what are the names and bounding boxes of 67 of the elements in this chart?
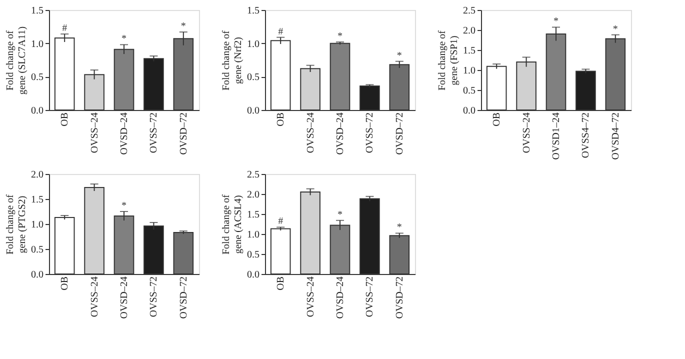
y-tick-label: 1.0 (463, 66, 476, 76)
x-tick-label: OVSD–72 (394, 112, 406, 155)
annotation: * (122, 200, 126, 212)
annotation: * (180, 21, 186, 32)
x-tick-label: OVSS–72 (364, 276, 376, 318)
y-tick-label: 1.5 (31, 194, 44, 206)
x-tick-label: OVSS–24 (305, 112, 316, 154)
x-tick-label: OVSS–24 (89, 112, 100, 154)
annotation: * (338, 31, 342, 42)
x-tick-label: OVSD1–24 (551, 112, 562, 160)
annotation: * (338, 209, 342, 220)
y-axis-title: Fold change of gene (SLC7A11) (5, 26, 28, 95)
annotation: * (554, 16, 558, 28)
y-tick-label: 1.0 (247, 38, 260, 50)
y-tick-label: 0.5 (31, 244, 44, 256)
y-tick-label: 2.5 (463, 6, 476, 16)
y-tick-label: 1.0 (31, 38, 44, 50)
y-axis-title: Fold change of gene (PTGS2) (5, 194, 28, 254)
y-tick-label: 2.0 (247, 190, 260, 200)
y-tick-label: 2.5 (247, 170, 260, 180)
x-tick-label: OB (60, 112, 71, 126)
annotation: # (278, 216, 284, 228)
x-tick-label: OVSS–72 (148, 112, 160, 154)
y-tick-label: 0.5 (247, 72, 260, 84)
y-tick-label: 1.5 (31, 6, 44, 16)
annotation: * (122, 34, 126, 45)
x-tick-label: OB (492, 112, 503, 126)
y-tick-label: 1.5 (247, 210, 260, 220)
y-axis-title: Fold change of gene (FSP1) (437, 30, 460, 90)
y-tick-label: 0.0 (247, 106, 260, 116)
x-tick-label: OVSD–72 (394, 276, 406, 319)
y-tick-label: 0.5 (31, 72, 44, 84)
y-tick-label: 0.0 (31, 270, 44, 280)
x-tick-label: OVSS–24 (521, 112, 532, 154)
x-tick-label: OB (60, 276, 71, 290)
annotation: * (396, 222, 402, 234)
y-tick-label: 1.5 (247, 6, 260, 16)
x-tick-label: OVSS–24 (305, 276, 316, 318)
x-tick-label: OVSS–72 (148, 276, 160, 318)
x-tick-label: OVSD–24 (335, 276, 346, 319)
annotation: # (278, 26, 284, 38)
x-tick-label: OVSD–24 (119, 276, 130, 319)
x-tick-label: OVSS4–72 (580, 112, 592, 158)
y-axis-title: Fold change of gene (Nrf2) (221, 30, 244, 90)
y-tick-label: 2.0 (31, 170, 44, 180)
annotation: # (62, 23, 68, 34)
y-tick-label: 0.5 (247, 250, 260, 260)
x-tick-label: OVSD4–72 (610, 112, 622, 160)
y-axis-title: Fold change of gene (ACSL4) (221, 194, 244, 254)
x-tick-label: OVSD–72 (178, 276, 190, 319)
y-tick-label: 1.5 (463, 46, 476, 56)
y-tick-label: 0.5 (463, 86, 476, 96)
x-tick-label: OB (276, 112, 287, 126)
y-tick-label: 1.0 (31, 220, 44, 230)
x-tick-label: OVSD–24 (119, 112, 130, 155)
annotation: * (396, 50, 402, 62)
y-tick-label: 2.0 (463, 26, 476, 36)
x-tick-label: OVSS–72 (364, 112, 376, 154)
x-tick-label: OB (276, 276, 287, 290)
x-tick-label: OVSS–24 (89, 276, 100, 318)
y-tick-label: 0.0 (463, 106, 476, 116)
x-tick-label: OVSD–72 (178, 112, 190, 155)
y-tick-label: 0.0 (247, 270, 260, 280)
x-tick-label: OVSD–24 (335, 112, 346, 155)
y-tick-label: 0.0 (31, 106, 44, 116)
y-tick-label: 1.0 (247, 230, 260, 240)
annotation: * (612, 24, 618, 35)
